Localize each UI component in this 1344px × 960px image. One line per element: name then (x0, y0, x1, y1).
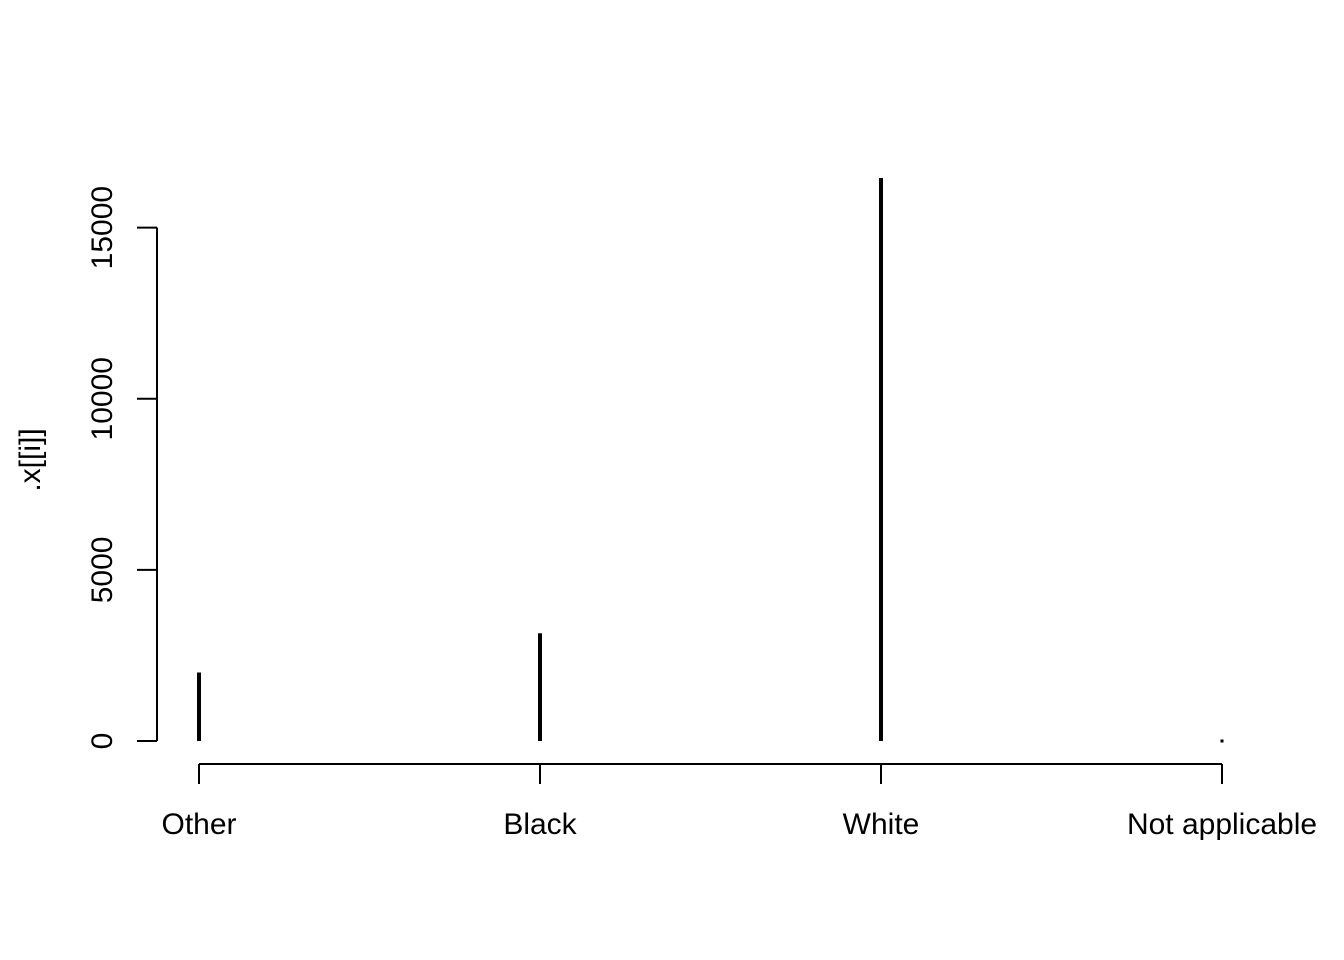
x-ticks: Other Black White Not applicable (161, 764, 1317, 841)
x-axis: Other Black White Not applicable (161, 763, 1317, 841)
y-tick-label: 5000 (86, 537, 119, 604)
y-tick-label: 10000 (86, 357, 119, 440)
y-tick-label: 15000 (86, 186, 119, 269)
y-ticks: 0 5000 10000 15000 (86, 186, 157, 749)
x-tick-label: Not applicable (1127, 808, 1317, 841)
y-axis: 0 5000 10000 15000 (86, 186, 158, 749)
spike (1220, 739, 1224, 743)
y-axis-label: .x[[i]] (14, 428, 47, 491)
x-tick-label: Other (161, 808, 236, 841)
x-tick-label: White (843, 808, 920, 841)
x-tick-label: Black (503, 808, 577, 841)
spikes (197, 178, 1224, 743)
y-tick-label: 0 (86, 733, 119, 750)
